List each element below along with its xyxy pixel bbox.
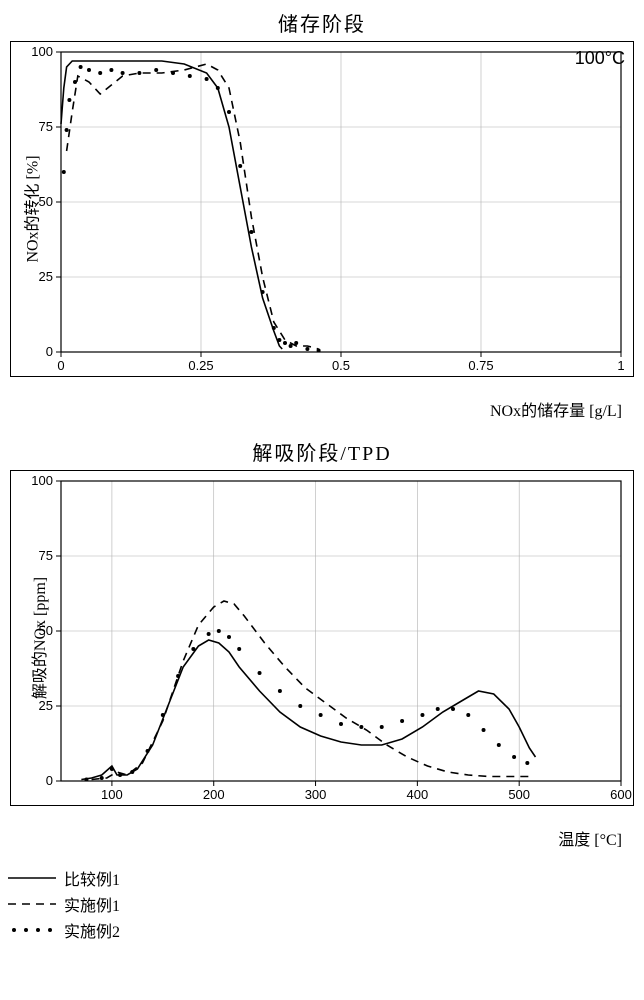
svg-text:300: 300 <box>305 787 327 802</box>
shared-legend: 比较例1实施例1实施例2 <box>8 866 636 942</box>
svg-text:75: 75 <box>39 548 53 563</box>
legend-swatch <box>8 923 56 937</box>
svg-text:600: 600 <box>610 787 632 802</box>
svg-text:0: 0 <box>46 344 53 359</box>
legend-item: 实施例2 <box>8 918 636 942</box>
chart2-xlabel: 温度 [°C] <box>8 826 636 850</box>
svg-text:1: 1 <box>617 358 624 373</box>
chart1-xlabel: NOx的储存量 [g/L] <box>8 397 636 421</box>
legend-swatch <box>8 897 56 911</box>
svg-text:25: 25 <box>39 698 53 713</box>
legend-item: 比较例1 <box>8 866 636 890</box>
chart1-plot-area: NOx的转化 [%] 100°C 00.250.50.7510255075100 <box>10 41 634 377</box>
svg-text:0.25: 0.25 <box>188 358 213 373</box>
svg-text:200: 200 <box>203 787 225 802</box>
svg-text:75: 75 <box>39 119 53 134</box>
svg-text:100: 100 <box>101 787 123 802</box>
chart2-ylabel: 解吸的NOx [ppm] <box>26 577 50 699</box>
svg-text:100: 100 <box>31 44 53 59</box>
chart1-title: 储存阶段 <box>8 8 636 37</box>
svg-text:0.5: 0.5 <box>332 358 350 373</box>
svg-text:0: 0 <box>57 358 64 373</box>
chart2-title: 解吸阶段/TPD <box>8 437 636 466</box>
legend-label: 实施例1 <box>64 892 120 916</box>
legend-label: 比较例1 <box>64 866 120 890</box>
chart1-ylabel: NOx的转化 [%] <box>19 155 43 262</box>
chart1-corner-annotation: 100°C <box>575 48 625 69</box>
svg-text:500: 500 <box>508 787 530 802</box>
chart-desorption-phase: 解吸阶段/TPD 解吸的NOx [ppm] 100 200 300 400 500 600… <box>8 437 636 850</box>
legend-label: 实施例2 <box>64 918 120 942</box>
svg-text:25: 25 <box>39 269 53 284</box>
chart-storage-phase: 储存阶段 NOx的转化 [%] 100°C 00.250.50.75102550… <box>8 8 636 421</box>
legend-swatch <box>8 871 56 885</box>
svg-text:100: 100 <box>31 473 53 488</box>
svg-text:400: 400 <box>407 787 429 802</box>
legend-item: 实施例1 <box>8 892 636 916</box>
svg-text:0.75: 0.75 <box>468 358 493 373</box>
svg-text:0: 0 <box>46 773 53 788</box>
chart2-plot-area: 解吸的NOx [ppm] 100200300400500600025507510… <box>10 470 634 806</box>
